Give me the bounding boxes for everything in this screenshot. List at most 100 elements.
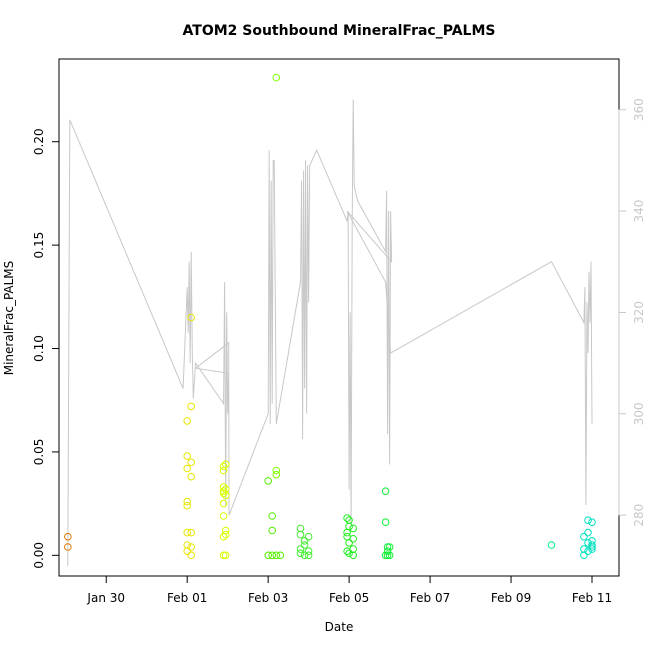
y-axis: 0.00 0.05 0.10 0.15 0.20 — [32, 128, 60, 569]
data-point — [349, 524, 358, 533]
y-tick-label: 0.10 — [32, 335, 46, 362]
data-point — [580, 545, 588, 553]
data-point — [385, 551, 394, 560]
x-tick-label: Feb 09 — [491, 591, 531, 605]
x-axis: Jan 30 Feb 01 Feb 03 Feb 05 Feb 07 Feb 09 Feb … — [86, 575, 612, 605]
data-point — [276, 551, 285, 560]
data-point — [272, 466, 281, 475]
right-y-axis: 280 300 320 340 360 — [618, 98, 646, 527]
data-point — [296, 545, 305, 553]
data-point — [183, 497, 191, 506]
right-tick-label: 300 — [632, 402, 646, 425]
data-point — [296, 524, 305, 533]
data-point — [219, 489, 228, 498]
data-point — [296, 530, 305, 539]
data-point — [221, 491, 230, 500]
x-tick-label: Feb 03 — [248, 591, 288, 605]
data-point — [183, 501, 191, 510]
data-point — [221, 530, 230, 539]
data-point — [383, 543, 392, 551]
data-point — [264, 477, 273, 485]
data-point — [381, 551, 390, 560]
data-point — [300, 541, 309, 549]
x-tick-label: Feb 11 — [572, 591, 612, 605]
data-point — [588, 545, 596, 553]
right-tick-label: 360 — [632, 98, 646, 121]
right-tick-label: 320 — [632, 301, 646, 324]
data-point — [304, 532, 313, 541]
data-point — [300, 537, 309, 545]
data-point — [183, 464, 191, 473]
x-axis-label: Date — [325, 620, 354, 634]
data-point — [64, 532, 72, 541]
data-point — [64, 543, 72, 551]
plot-frame — [58, 58, 620, 577]
data-point — [383, 551, 392, 560]
y-axis-label: MineralFrac_PALMS — [2, 261, 16, 376]
data-point — [588, 543, 596, 551]
data-point — [268, 551, 277, 560]
data-point — [187, 313, 195, 322]
right-tick-label: 340 — [632, 200, 646, 223]
data-point — [580, 532, 588, 541]
data-point — [296, 549, 305, 558]
data-point — [219, 551, 228, 560]
y-tick-label: 0.00 — [32, 542, 46, 569]
data-point — [183, 547, 191, 556]
chart-title: ATOM2 Southbound MineralFrac_PALMS — [183, 23, 496, 39]
x-tick-label: Feb 05 — [329, 591, 369, 605]
y-tick-label: 0.15 — [32, 232, 46, 259]
data-point — [219, 499, 228, 508]
data-point — [272, 470, 281, 479]
data-point — [300, 551, 309, 560]
data-point — [272, 73, 281, 82]
x-tick-label: Feb 01 — [167, 591, 207, 605]
data-point — [345, 549, 353, 558]
scatter-points — [64, 73, 596, 560]
data-point — [584, 528, 592, 537]
data-point — [183, 541, 191, 549]
data-point — [345, 522, 353, 531]
data-point — [349, 545, 358, 553]
data-point — [183, 417, 191, 425]
right-series-line — [67, 99, 593, 566]
data-point — [304, 547, 313, 556]
data-point — [183, 452, 191, 460]
y-tick-label: 0.05 — [32, 439, 46, 466]
data-point — [580, 551, 588, 560]
data-point — [221, 551, 230, 560]
data-point — [264, 551, 273, 560]
data-point — [584, 516, 592, 525]
data-point — [588, 518, 596, 527]
data-point — [383, 547, 392, 556]
data-point — [221, 526, 230, 535]
y-tick-label: 0.20 — [32, 128, 46, 155]
right-tick-label: 280 — [632, 504, 646, 527]
data-point — [584, 539, 592, 547]
data-point — [219, 462, 228, 471]
data-point — [187, 458, 195, 467]
x-tick-label: Feb 07 — [410, 591, 450, 605]
data-point — [187, 551, 195, 560]
data-point — [219, 487, 228, 496]
x-tick-label: Jan 30 — [86, 591, 125, 605]
data-point — [187, 543, 195, 551]
data-point — [385, 543, 394, 551]
data-point — [345, 539, 353, 547]
data-point — [268, 526, 277, 535]
data-point — [183, 528, 191, 537]
data-point — [304, 551, 313, 560]
data-point — [343, 514, 351, 522]
data-point — [547, 541, 556, 549]
data-point — [219, 512, 228, 520]
data-point — [187, 472, 195, 481]
data-point — [187, 528, 195, 537]
data-point — [584, 547, 592, 556]
data-point — [187, 402, 195, 411]
data-point — [349, 535, 358, 543]
data-point — [272, 551, 281, 560]
data-point — [221, 460, 230, 469]
data-point — [381, 518, 390, 527]
right-axis-series-line — [67, 99, 593, 566]
